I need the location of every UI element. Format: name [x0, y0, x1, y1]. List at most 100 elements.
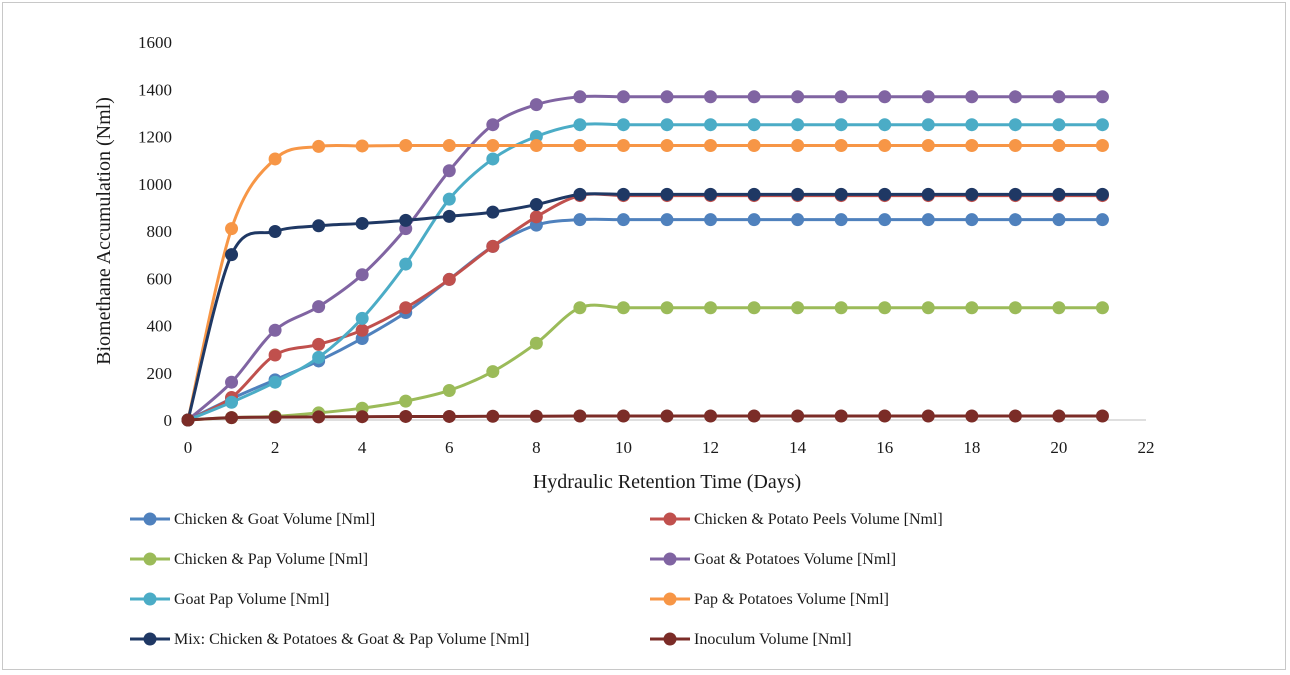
data-point: [791, 118, 805, 132]
data-point: [225, 375, 239, 389]
data-point: [442, 209, 456, 223]
legend-marker: [143, 592, 157, 606]
data-point: [791, 301, 805, 315]
y-tick-label: 1400: [138, 80, 172, 99]
data-point: [660, 409, 674, 423]
data-point: [399, 213, 413, 227]
data-point: [312, 139, 326, 153]
data-point: [965, 187, 979, 201]
series-line: [187, 94, 1103, 422]
data-point: [1095, 213, 1109, 227]
series-line: [187, 122, 1103, 422]
data-point: [312, 300, 326, 314]
data-point: [442, 272, 456, 286]
data-point: [660, 138, 674, 152]
data-point: [878, 118, 892, 132]
data-point: [834, 301, 848, 315]
data-point: [965, 90, 979, 104]
data-point: [486, 152, 500, 166]
x-tick-label: 20: [1050, 438, 1067, 457]
data-point: [878, 187, 892, 201]
legend-label: Chicken & Pap Volume [Nml]: [174, 551, 368, 568]
data-point: [486, 205, 500, 219]
data-point: [921, 409, 935, 423]
data-point: [965, 138, 979, 152]
data-point: [1008, 409, 1022, 423]
data-point: [399, 301, 413, 315]
data-point: [355, 139, 369, 153]
legend-label: Mix: Chicken & Potatoes & Goat & Pap Vol…: [174, 631, 529, 648]
series-group: [181, 138, 1109, 427]
y-tick-label: 400: [147, 317, 173, 336]
data-point: [616, 409, 630, 423]
legend-marker: [663, 632, 677, 646]
legend-marker: [663, 552, 677, 566]
data-point: [616, 187, 630, 201]
x-tick-label: 2: [271, 438, 280, 457]
data-point: [529, 409, 543, 423]
data-point: [747, 213, 761, 227]
data-point: [965, 301, 979, 315]
data-point: [268, 410, 282, 424]
data-point: [268, 152, 282, 166]
data-point: [442, 138, 456, 152]
series-lines: [181, 90, 1109, 427]
data-point: [834, 187, 848, 201]
x-tick-label: 6: [445, 438, 454, 457]
data-point: [921, 138, 935, 152]
x-tick-label: 4: [358, 438, 367, 457]
data-point: [921, 213, 935, 227]
data-point: [965, 409, 979, 423]
legend-item: Chicken & Pap Volume [Nml]: [130, 551, 368, 568]
x-tick-label: 8: [532, 438, 541, 457]
data-point: [312, 219, 326, 233]
data-point: [921, 118, 935, 132]
data-point: [1008, 90, 1022, 104]
data-point: [878, 138, 892, 152]
legend-item: Goat & Potatoes Volume [Nml]: [650, 551, 896, 568]
data-point: [529, 98, 543, 112]
data-point: [791, 409, 805, 423]
data-point: [486, 138, 500, 152]
data-point: [529, 210, 543, 224]
data-point: [1052, 118, 1066, 132]
data-point: [704, 90, 718, 104]
data-point: [529, 130, 543, 143]
data-point: [878, 409, 892, 423]
data-point: [225, 248, 239, 262]
data-point: [921, 187, 935, 201]
data-point: [834, 90, 848, 104]
data-point: [834, 118, 848, 132]
data-point: [747, 118, 761, 132]
legend-marker: [663, 512, 677, 526]
x-tick-label: 16: [876, 438, 893, 457]
data-point: [965, 118, 979, 132]
data-point: [878, 90, 892, 104]
legend-marker: [143, 512, 157, 526]
data-point: [268, 375, 282, 389]
data-point: [312, 410, 326, 424]
data-point: [312, 350, 326, 364]
data-point: [791, 213, 805, 227]
data-point: [660, 187, 674, 201]
data-point: [791, 138, 805, 152]
data-point: [660, 301, 674, 315]
data-point: [573, 90, 587, 104]
data-point: [1052, 213, 1066, 227]
data-point: [747, 138, 761, 152]
data-point: [834, 213, 848, 227]
data-point: [399, 394, 413, 408]
y-tick-label: 0: [164, 411, 173, 430]
y-axis-title: Biomethane Accumulation (Nml): [93, 97, 115, 365]
data-point: [616, 213, 630, 227]
data-point: [442, 409, 456, 423]
legend-item: Goat Pap Volume [Nml]: [130, 591, 329, 608]
data-point: [1008, 138, 1022, 152]
data-point: [1095, 90, 1109, 104]
data-point: [268, 323, 282, 337]
data-point: [747, 301, 761, 315]
x-tick-label: 12: [702, 438, 719, 457]
data-point: [442, 383, 456, 397]
data-point: [573, 138, 587, 152]
